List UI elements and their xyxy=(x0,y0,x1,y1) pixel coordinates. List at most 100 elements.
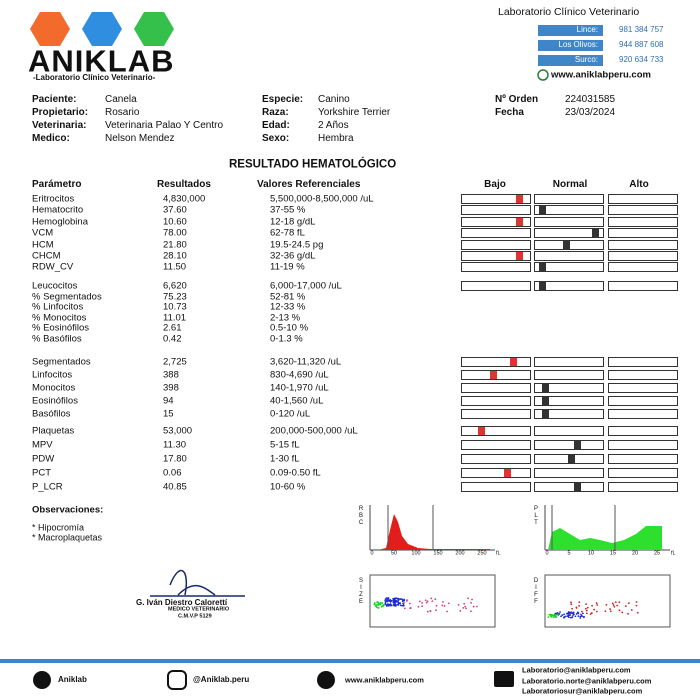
scatter-dot xyxy=(578,605,580,607)
range-box xyxy=(461,468,531,478)
parameter-name: CHCM xyxy=(32,250,61,262)
scatter-dot xyxy=(472,605,475,608)
range-box xyxy=(534,396,604,406)
reference-value: 0-1.3 % xyxy=(270,332,303,344)
scatter-dot xyxy=(561,614,564,617)
parameter-name: Eritrocitos xyxy=(32,193,75,205)
parameter-name: MPV xyxy=(32,439,53,451)
range-box xyxy=(534,205,604,216)
result-value: 40.85 xyxy=(163,481,187,493)
scatter-dot xyxy=(470,601,472,604)
branch-phone: 944 887 608 xyxy=(619,40,664,49)
reference-value: 0-120 /uL xyxy=(270,408,311,420)
footer-email[interactable]: Laboratoriosur@aniklabperu.com xyxy=(522,686,643,696)
range-box xyxy=(461,251,531,261)
scatter-dot xyxy=(421,605,424,608)
scatter-dot xyxy=(431,600,434,603)
range-box xyxy=(608,228,678,239)
logo-hexagon xyxy=(134,12,174,46)
result-value: 10.60 xyxy=(163,216,187,228)
field-value: Canino xyxy=(318,94,350,105)
field-value: Yorkshire Terrier xyxy=(318,107,391,118)
scatter-dot xyxy=(569,616,572,619)
reference-value: 3,620-11,320 /uL xyxy=(270,356,342,368)
scatter-dot xyxy=(548,613,551,616)
result-value: 6,620 xyxy=(163,280,187,292)
scatter-dot xyxy=(635,604,638,607)
scatter-dot xyxy=(571,615,574,617)
scatter-dot xyxy=(571,607,573,610)
scatter-dot xyxy=(402,603,405,606)
parameter-name: Basófilos xyxy=(32,408,71,420)
range-box xyxy=(461,426,531,436)
field-label: Paciente: xyxy=(32,94,77,105)
scatter-dot xyxy=(392,600,395,602)
parameter-name: % Monocitos xyxy=(32,311,87,323)
range-box xyxy=(534,251,604,261)
facebook-icon xyxy=(33,671,51,689)
field-label: Propietario: xyxy=(32,107,89,118)
scatter-dot xyxy=(575,613,578,615)
scatter-dot xyxy=(401,600,404,603)
scatter-dot xyxy=(385,597,388,600)
scatter-dot xyxy=(373,603,376,606)
scatter-dot xyxy=(463,602,466,605)
footer-email[interactable]: Laboratorio.norte@aniklabperu.com xyxy=(522,675,652,685)
scatter-dot xyxy=(557,613,559,616)
scatter-dot xyxy=(425,601,428,604)
instagram[interactable]: @Aniklab.peru xyxy=(193,675,250,684)
scatter-dot xyxy=(564,615,567,618)
result-value: 398 xyxy=(163,382,179,394)
header-low: Bajo xyxy=(484,179,506,190)
scatter-dot xyxy=(387,597,390,599)
range-box xyxy=(608,383,678,393)
scatter-dot xyxy=(389,599,392,602)
range-marker xyxy=(592,229,600,238)
scatter-dot xyxy=(581,615,584,618)
parameter-name: PCT xyxy=(32,467,51,479)
scatter-dot xyxy=(399,604,402,607)
scatter-dot xyxy=(429,610,432,612)
footer-email[interactable]: Laboratorio@aniklabperu.com xyxy=(522,665,631,675)
scatter-dot xyxy=(583,615,585,618)
range-box xyxy=(608,426,678,436)
range-box xyxy=(534,409,604,419)
signature-stroke xyxy=(150,569,245,597)
scatter-dot xyxy=(570,601,572,604)
footer-website[interactable]: www.aniklabperu.com xyxy=(345,675,424,685)
observations-title: Observaciones: xyxy=(32,504,104,516)
reference-value: 5,500,000-8,500,000 /uL xyxy=(270,193,374,205)
mail-icon xyxy=(494,671,514,687)
logo: ANIKLAB xyxy=(28,43,175,79)
scatter-dot xyxy=(435,604,438,607)
scatter-dot xyxy=(470,610,472,613)
result-value: 2,725 xyxy=(163,356,187,368)
facebook[interactable]: Aniklab xyxy=(58,675,87,684)
histogram-tick: 50 xyxy=(390,550,398,557)
observation: * Hipocromía xyxy=(32,522,85,533)
range-box xyxy=(534,194,604,204)
range-box xyxy=(461,239,531,250)
scatter-dot xyxy=(384,601,387,604)
histogram-label: PLT xyxy=(533,506,539,527)
range-box xyxy=(461,205,531,216)
branch-bg xyxy=(538,55,603,66)
scatter-dot xyxy=(569,612,572,615)
branch-bg xyxy=(538,40,603,51)
scatter-dot xyxy=(443,605,446,607)
field-label: Especie: xyxy=(262,94,304,105)
range-box xyxy=(534,357,604,367)
parameter-name: HCM xyxy=(32,238,54,250)
range-box xyxy=(461,281,531,291)
scatter-dot xyxy=(554,613,557,616)
field-label: Raza: xyxy=(262,107,289,118)
header-reference: Valores Referenciales xyxy=(257,179,361,190)
result-value: 21.80 xyxy=(163,238,187,250)
histogram-tick: 0 xyxy=(545,550,549,557)
range-box xyxy=(461,440,531,450)
range-box xyxy=(461,194,531,204)
range-box xyxy=(534,482,604,492)
parameter-name: % Basófilos xyxy=(32,332,82,344)
scatter-dot xyxy=(406,599,408,601)
scatter-plots xyxy=(369,574,671,628)
